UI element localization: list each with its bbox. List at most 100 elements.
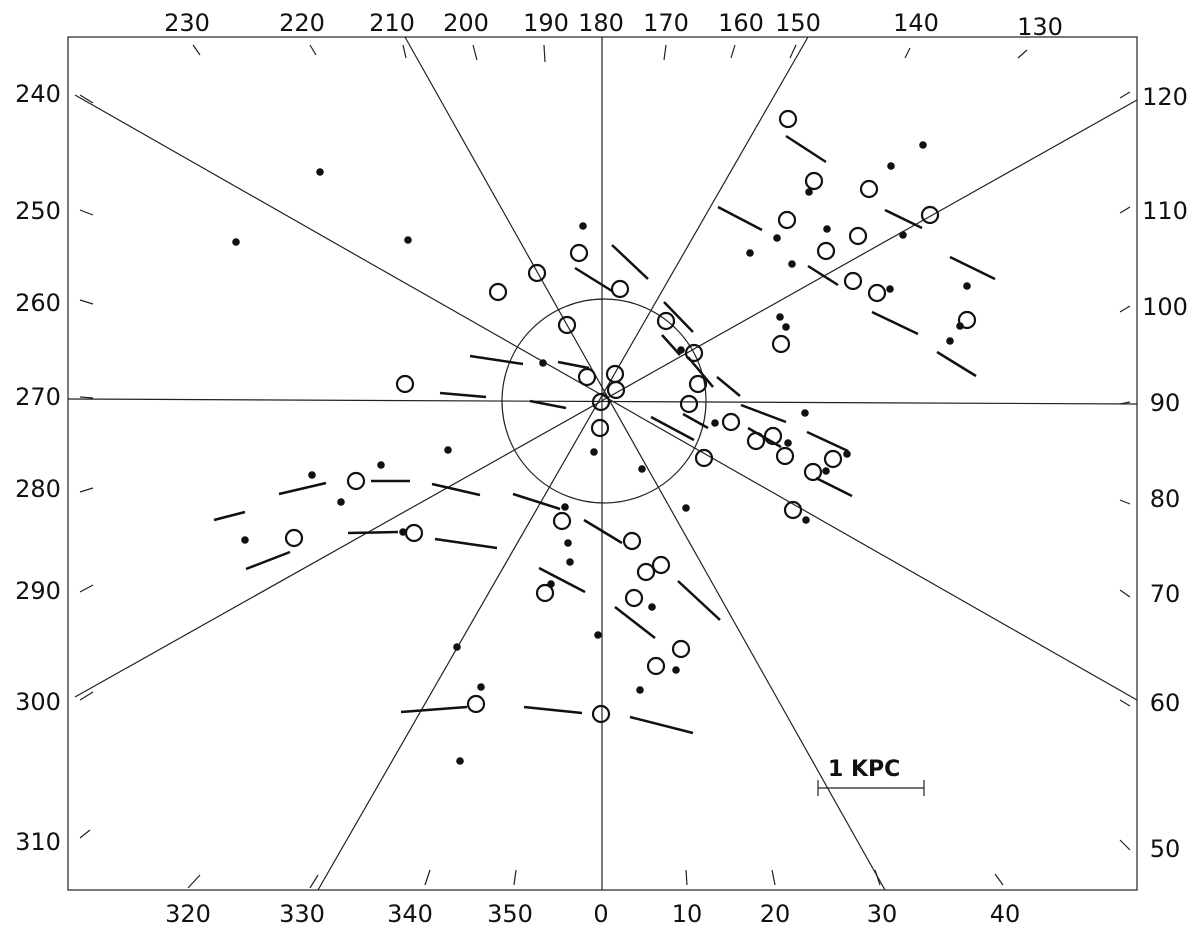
border-tick [543, 44, 546, 63]
dot [886, 285, 894, 293]
dot [579, 222, 587, 230]
open-circle [591, 392, 611, 412]
dot [801, 409, 809, 417]
border-tick [904, 47, 911, 59]
polarization-dash [583, 518, 623, 545]
dot [746, 249, 754, 257]
top-label: 160 [718, 9, 764, 37]
open-circle [636, 562, 656, 582]
border-tick [874, 869, 881, 886]
polarization-dash [936, 350, 977, 378]
open-circle [778, 109, 798, 129]
border-tick [513, 869, 517, 886]
open-circle [679, 394, 699, 414]
dot [899, 231, 907, 239]
border-tick [402, 44, 407, 59]
dot [822, 467, 830, 475]
polarization-dash [785, 134, 827, 164]
top-label: 180 [578, 9, 624, 37]
dot [672, 666, 680, 674]
dot [539, 359, 547, 367]
border-tick [79, 299, 94, 305]
dot [773, 234, 781, 242]
left-label: 280 [15, 475, 61, 503]
dot [590, 448, 598, 456]
polarization-dash [806, 430, 849, 453]
top-label: 130 [1017, 13, 1063, 41]
bottom-label: 30 [867, 900, 898, 928]
open-circle [746, 431, 766, 451]
open-circle [606, 380, 626, 400]
open-circle [622, 531, 642, 551]
bottom-label: 350 [487, 900, 533, 928]
border-tick [1119, 206, 1131, 214]
open-circle [346, 471, 366, 491]
border-tick [1119, 699, 1131, 707]
dot [241, 536, 249, 544]
border-tick [472, 44, 478, 61]
open-circle [671, 639, 691, 659]
dot [711, 419, 719, 427]
dot [399, 528, 407, 536]
polarization-dash [400, 705, 468, 714]
open-circle [404, 523, 424, 543]
left-label: 260 [15, 289, 61, 317]
polarization-dash [529, 399, 567, 410]
top-label: 140 [893, 9, 939, 37]
polarization-dash [431, 482, 481, 497]
dot [561, 503, 569, 511]
open-circle [803, 462, 823, 482]
right-label: 110 [1142, 197, 1188, 225]
open-circle [552, 511, 572, 531]
right-label: 60 [1150, 689, 1181, 717]
open-circle [920, 205, 940, 225]
border-tick [789, 44, 797, 59]
dot [456, 757, 464, 765]
border-tick [79, 94, 94, 104]
open-circle [763, 426, 783, 446]
bottom-label: 320 [165, 900, 211, 928]
polarization-dash [213, 510, 246, 522]
dot [843, 450, 851, 458]
polarization-dash [434, 537, 498, 550]
dot [956, 322, 964, 330]
open-circle [646, 656, 666, 676]
polarization-dash [871, 310, 919, 336]
open-circle [284, 528, 304, 548]
right-label: 80 [1150, 485, 1181, 513]
open-circle [848, 226, 868, 246]
dot [677, 346, 685, 354]
right-label: 90 [1150, 389, 1181, 417]
top-label: 210 [369, 9, 415, 37]
top-label: 170 [643, 9, 689, 37]
polarization-dash [661, 334, 681, 356]
border-tick [79, 487, 94, 493]
border-tick [192, 44, 201, 56]
polarization-dash [245, 550, 291, 571]
polarization-dash [347, 530, 399, 535]
polarization-dash [740, 403, 787, 424]
polarization-dash [716, 376, 741, 397]
open-circle [651, 555, 671, 575]
dot [453, 643, 461, 651]
border-tick [1119, 401, 1131, 405]
open-circle [488, 282, 508, 302]
right-label: 70 [1150, 580, 1181, 608]
border-tick [79, 829, 91, 839]
open-circle [771, 334, 791, 354]
right-label: 100 [1142, 293, 1188, 321]
open-circle [694, 448, 714, 468]
border-tick [79, 691, 94, 701]
open-circle [395, 374, 415, 394]
open-circle [804, 171, 824, 191]
dot [444, 446, 452, 454]
border-tick [771, 869, 776, 886]
polarization-dash [629, 715, 694, 735]
open-circle [624, 588, 644, 608]
dot [788, 260, 796, 268]
left-label: 290 [15, 577, 61, 605]
border-tick [424, 869, 431, 886]
polarization-dash [439, 391, 487, 399]
open-circle [684, 343, 704, 363]
